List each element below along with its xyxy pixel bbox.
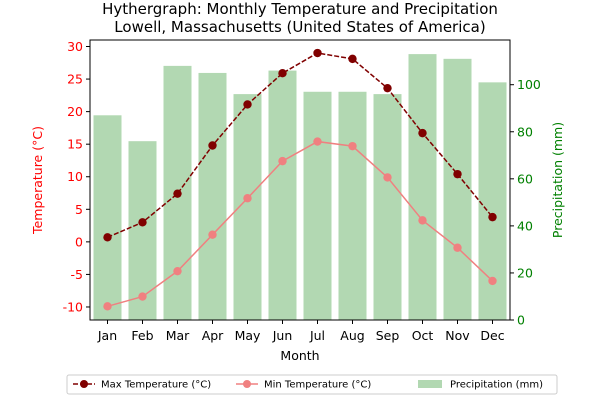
max-temperature-point-oct (418, 128, 427, 138)
left-tick-label: 20 (67, 104, 83, 119)
min-temperature-point-feb (138, 292, 147, 301)
x-tick-label: May (235, 328, 261, 343)
legend-label: Max Temperature (°C) (101, 380, 211, 391)
min-temperature-point-oct (418, 216, 427, 225)
legend-marker-min-temperature (243, 380, 251, 388)
left-axis-label: Temperature (°C) (30, 126, 45, 235)
max-temperature-point-jun (278, 69, 287, 78)
min-temperature-point-jun (278, 156, 287, 166)
chart-subtitle: Lowell, Massachusetts (United States of … (114, 18, 485, 36)
max-temperature-point-may (243, 100, 252, 109)
precipitation-bar-oct (408, 54, 437, 320)
precipitation-bar-jan (93, 115, 122, 320)
precipitation-bar-sep (373, 94, 402, 320)
left-tick-label: 10 (67, 169, 83, 184)
max-temperature-point-aug (348, 54, 357, 64)
left-tick-label: -10 (63, 299, 83, 314)
x-tick-label: Oct (412, 328, 434, 343)
precipitation-bars (93, 54, 507, 321)
x-tick-label: Jan (97, 328, 117, 343)
legend-swatch-precipitation (418, 380, 442, 388)
legend-label: Precipitation (mm) (450, 380, 543, 391)
min-temperature-point-jan (103, 302, 112, 311)
x-tick-label: Jul (309, 328, 325, 343)
right-tick-label: 40 (517, 218, 533, 233)
max-temperature-point-sep (383, 83, 392, 93)
legend-marker-max-temperature (80, 380, 88, 388)
x-tick-label: Feb (131, 328, 153, 343)
legend-label: Min Temperature (°C) (264, 380, 371, 391)
x-tick-label: Sep (376, 328, 400, 343)
min-temperature-point-may (243, 194, 252, 203)
right-axis-ticks: 0 20 40 60 80 100 (510, 77, 541, 328)
x-axis-label: Month (280, 348, 319, 363)
min-temperature-point-dec (488, 276, 497, 286)
left-tick-label: 5 (75, 202, 83, 217)
chart-title: Hythergraph: Monthly Temperature and Pre… (102, 0, 498, 18)
x-tick-label: Mar (166, 328, 190, 343)
x-tick-label: Aug (340, 328, 364, 343)
max-temperature-point-nov (453, 169, 462, 179)
max-temperature-point-mar (173, 189, 182, 198)
min-temperature-point-jul (313, 137, 322, 146)
right-tick-label: 20 (517, 265, 533, 280)
min-temperature-line (107, 140, 494, 308)
precipitation-bar-aug (338, 91, 367, 320)
right-tick-label: 0 (517, 313, 525, 328)
max-temperature-point-apr (208, 141, 217, 150)
min-temperature-point-aug (348, 141, 357, 151)
x-tick-label: Apr (202, 328, 224, 343)
precipitation-bar-jun (268, 70, 297, 321)
left-axis-ticks: -10 -5 0 5 10 15 20 25 30 (63, 39, 90, 314)
max-temperature-point-feb (138, 218, 147, 227)
left-tick-label: 15 (67, 137, 83, 152)
plot-frame (89, 39, 511, 321)
min-temperature-point-nov (453, 243, 462, 252)
max-temperature-line (107, 52, 494, 238)
legend: Max Temperature (°C) Min Temperature (°C)… (66, 374, 558, 395)
x-axis-ticks: Jan Feb Mar Apr May Jun Jul Aug Sep Oct Nov Dec (97, 320, 505, 343)
precipitation-bar-apr (198, 72, 227, 320)
x-tick-label: Nov (445, 328, 470, 343)
min-temperature-point-mar (173, 266, 182, 276)
left-tick-label: 25 (67, 72, 83, 87)
max-temperature-point-jan (103, 233, 112, 242)
precipitation-bar-nov (443, 58, 472, 321)
x-tick-label: Dec (480, 328, 504, 343)
min-temperature-point-apr (208, 230, 217, 239)
right-tick-label: 80 (517, 124, 533, 139)
left-tick-label: 30 (67, 39, 83, 54)
left-tick-label: 0 (75, 234, 83, 249)
precipitation-bar-may (233, 94, 262, 320)
left-tick-label: -5 (71, 267, 83, 282)
min-temperature-point-sep (383, 173, 392, 182)
max-temperature-point-dec (488, 212, 497, 222)
legend-frame (66, 374, 558, 395)
right-tick-label: 100 (517, 77, 541, 92)
temperature-lines (103, 48, 497, 311)
max-temperature-point-jul (313, 48, 322, 58)
right-tick-label: 60 (517, 171, 533, 186)
right-axis-label: Precipitation (mm) (550, 122, 565, 238)
precipitation-bar-jul (303, 91, 332, 320)
x-tick-label: Jun (272, 328, 293, 343)
